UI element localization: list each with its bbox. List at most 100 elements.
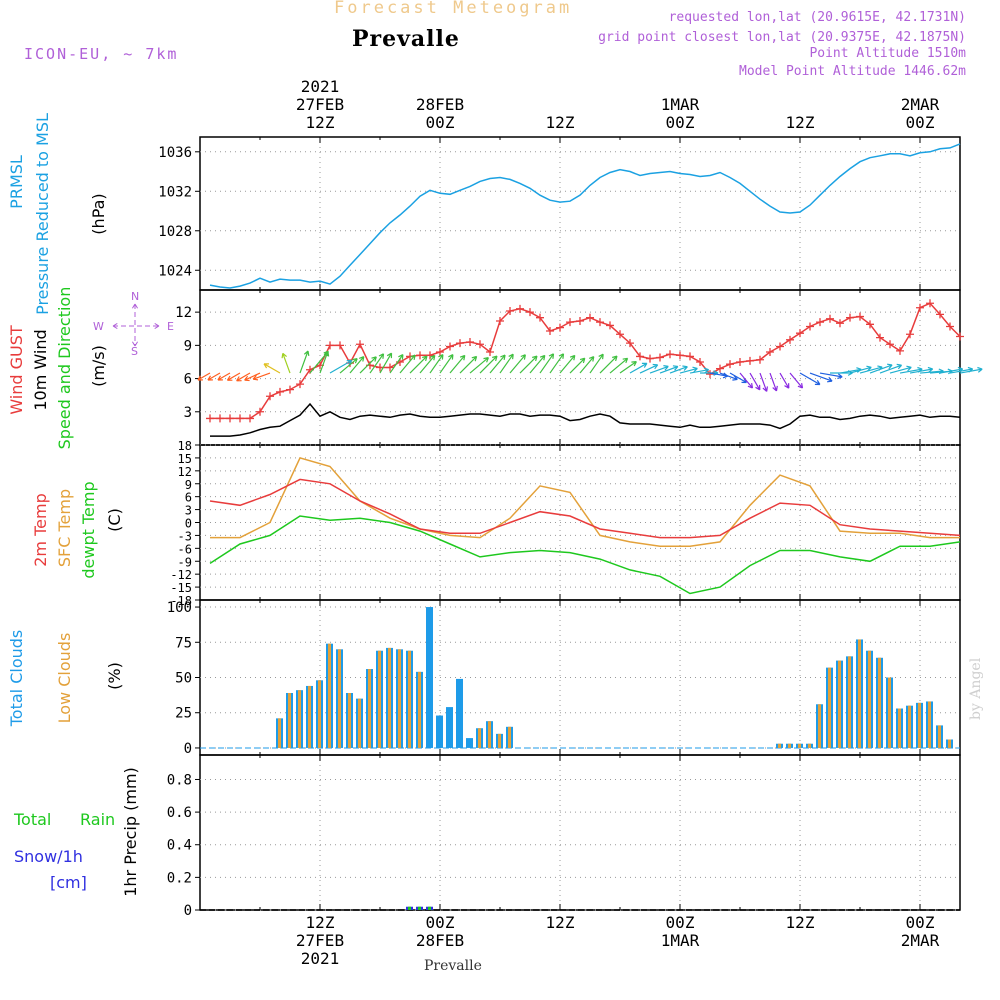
wind-arrow [369,353,385,374]
temp-unit: (C) [105,508,124,532]
temp-dewpt-label: dewpt Temp [79,481,98,578]
gust-line-point [666,350,674,359]
wind-arrow [217,372,231,381]
wind-arrow [629,362,648,374]
compass-n: N [131,290,139,303]
gust-line-point [326,341,334,350]
gust-line-point [516,304,524,313]
gust-line-point [856,312,864,321]
gust-line-point [776,342,784,351]
wind-10m-label: 10m Wind [31,329,50,410]
ytick-label: 25 [175,706,192,722]
gust-line-point [256,407,264,416]
gust-line-point [916,303,924,312]
wind-arrow [669,365,688,374]
gust-line-point [636,352,644,361]
wind-gust-label: Wind GUST [7,325,26,415]
ytick-label: 0.4 [167,838,192,854]
top-time-label: 28FEB [416,95,464,114]
gust-line-point [426,351,434,360]
gust-line-point [386,363,394,372]
ytick-label: 0 [185,517,192,531]
temp-2m-label: 2m Temp [31,493,50,567]
gust-line-point [696,357,704,366]
precip-cm-label: [cm] [50,873,87,892]
gust-line-point [736,357,744,366]
gust-line-point [476,340,484,349]
low-cloud-bar [808,743,811,748]
wind-arrow [659,365,679,374]
bottom-time-label: 12Z [306,913,335,932]
wind-arrow [281,352,291,374]
rain-bar [428,906,431,910]
compass-cross [112,303,160,347]
top-time-label: 00Z [666,113,695,132]
wind-arrow [226,372,241,381]
ytick-label: -9 [178,555,192,569]
wind-arrow [379,352,393,374]
gust-line-point [806,322,814,331]
gust-line-point [606,321,614,330]
gust-line-point [446,342,454,351]
wind-arrow [499,353,514,374]
top-time-label: 12Z [306,113,335,132]
wind-arrow [719,372,738,381]
gust-line-point [296,380,304,389]
wind-arrow [819,372,843,380]
low-cloud-bar [868,650,871,748]
sfc-temp-line [210,457,960,547]
low-cloud-bar [918,702,921,748]
gridpoint-coords: grid point closest lon,lat (20.9375E, 42… [598,30,966,45]
low-cloud-bar [818,704,821,748]
gust-line-point [286,385,294,394]
wind-arrow [263,363,281,374]
model-point-altitude: Model Point Altitude 1446.62m [739,64,966,79]
low-cloud-bar [948,739,951,748]
precip-rain-label: Rain [80,810,115,829]
ytick-label: -15 [170,581,192,595]
gust-line-point [336,341,344,350]
low-cloud-bar [298,690,301,748]
ytick-label: 100 [167,600,192,616]
gust-line-point [466,338,474,347]
wind-arrow [529,354,546,374]
precip-total-label: Total [13,810,51,829]
bottom-time-label: 28FEB [416,931,464,950]
ytick-label: 1024 [158,263,192,279]
wind-arrow [244,372,261,382]
low-cloud-bar [378,650,381,748]
pressure-unit: (hPa) [89,193,108,234]
low-cloud-bar [838,660,841,748]
wind-arrow [649,365,669,374]
gust-line-point [266,392,274,401]
ytick-label: 3 [185,504,192,518]
ytick-label: 9 [185,478,192,492]
low-cloud-bar [878,657,881,748]
ytick-label: -6 [178,542,192,556]
top-time-label: 27FEB [296,95,344,114]
bottom-time-label: 00Z [426,913,455,932]
low-cloud-bar [318,680,321,748]
wind-unit: (m/s) [89,345,108,387]
wind-arrow [459,355,478,374]
low-cloud-bar [288,693,291,748]
gust-line-point [236,414,244,423]
wind-arrow [252,372,271,381]
wind-arrow [599,355,618,374]
gust-line-point [936,310,944,319]
low-cloud-bar [338,649,341,748]
low-cloud-bar [388,647,391,748]
ytick-label: 1036 [158,145,192,161]
wind-arrow [559,354,576,374]
bottom-time-label: 2MAR [901,931,940,950]
gust-line-point [496,317,504,325]
gust-line-point [646,354,654,363]
panel-frame-precip [199,754,961,911]
gust-line-point [846,313,854,322]
wind-arrow [889,365,912,374]
gust-line-point [456,339,464,348]
wind-arrow [609,357,629,374]
gust-line-point [796,329,804,338]
top-year-label: 2021 [301,77,340,96]
